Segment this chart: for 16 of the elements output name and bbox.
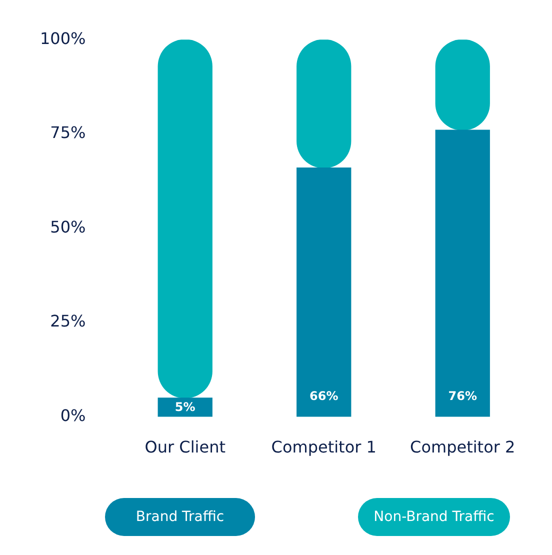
x-tick-label: Competitor 1 [271,438,376,457]
x-tick-label: Competitor 2 [410,438,516,457]
data-label: 76% [448,388,477,403]
bar [158,40,212,398]
bar [296,168,352,417]
y-tick-label: 25% [50,312,86,331]
text: Non-Brand Traffic [358,498,510,536]
bar [435,130,490,417]
y-tick-label: 75% [50,123,86,142]
y-tick-label: 0% [60,406,86,425]
data-label: 5% [174,400,196,414]
data-label: 66% [310,388,338,403]
text: Brand Traffic [105,498,255,536]
y-tick-label: 100% [40,28,86,48]
x-tick-label: Our Client [144,438,226,457]
y-tick-label: 50% [50,217,86,236]
